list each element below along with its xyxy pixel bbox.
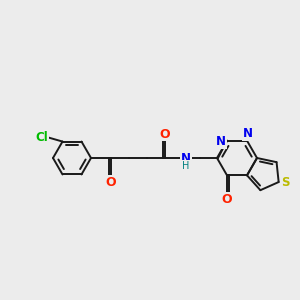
Text: S: S	[281, 176, 290, 188]
Text: O: O	[106, 176, 116, 188]
Text: Cl: Cl	[35, 131, 48, 144]
Text: O: O	[160, 128, 170, 140]
Text: H: H	[182, 161, 190, 171]
Text: O: O	[222, 193, 232, 206]
Text: N: N	[243, 127, 253, 140]
Text: N: N	[181, 152, 191, 164]
Text: N: N	[216, 135, 226, 148]
